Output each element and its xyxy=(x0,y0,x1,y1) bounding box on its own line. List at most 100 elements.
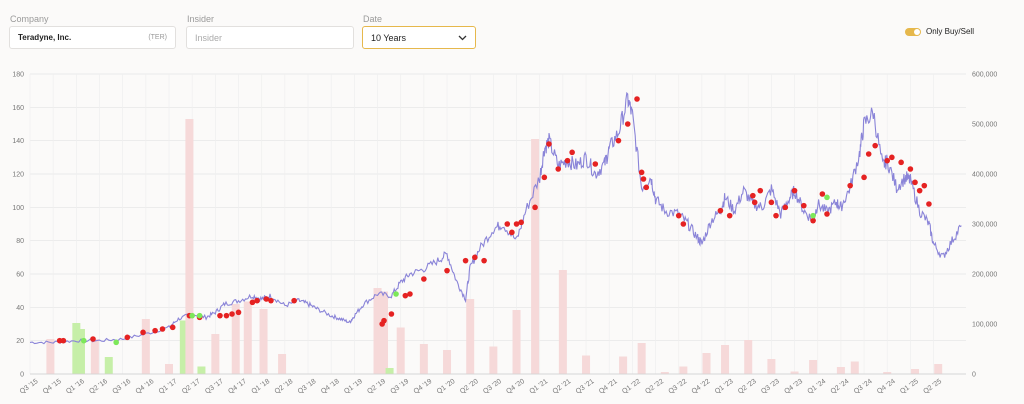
y-right-tick-label: 300,000 xyxy=(972,222,997,229)
sell-marker xyxy=(518,219,524,226)
sell-volume-bar xyxy=(443,350,452,374)
sell-marker xyxy=(884,157,891,164)
buy-volume-bar xyxy=(179,320,188,374)
x-tick-label: Q4 '16 xyxy=(135,378,156,395)
sell-marker xyxy=(634,96,640,102)
y-right-tick-label: 600,000 xyxy=(972,72,997,79)
sell-volume-bar xyxy=(619,356,628,374)
buy-marker xyxy=(810,212,816,219)
sell-volume-bar xyxy=(46,339,55,374)
sell-volume-bar xyxy=(141,319,150,374)
sell-marker xyxy=(249,299,256,306)
y-left-tick-label: 80 xyxy=(16,238,24,245)
y-right-tick-label: 100,000 xyxy=(972,322,997,329)
sell-marker xyxy=(504,221,511,227)
x-tick-label: Q1 '23 xyxy=(714,378,735,395)
sell-marker xyxy=(773,212,779,219)
sell-volume-bar xyxy=(259,309,268,374)
y-right-tick-label: 400,000 xyxy=(972,172,997,179)
date-label: Date xyxy=(363,14,383,24)
x-tick-label: Q1 '20 xyxy=(436,378,457,395)
sell-marker xyxy=(569,149,575,156)
sell-marker xyxy=(481,257,487,264)
sell-marker xyxy=(407,291,413,297)
buy-volume-bar xyxy=(385,368,394,374)
sell-volume-bar xyxy=(744,340,753,374)
buy-markers xyxy=(80,194,830,346)
sell-marker xyxy=(169,324,176,331)
buy-marker xyxy=(824,194,830,201)
x-tick-label: Q4 '20 xyxy=(505,378,526,395)
company-ticker: (TER) xyxy=(148,34,167,41)
sell-marker xyxy=(861,174,867,181)
sell-marker xyxy=(229,311,235,317)
x-tick-label: Q3 '19 xyxy=(389,378,410,395)
sell-marker xyxy=(472,254,478,261)
y-left-tick-label: 180 xyxy=(12,72,24,79)
insider-placeholder: Insider xyxy=(195,32,223,43)
sell-volume-bar xyxy=(767,359,776,374)
x-tick-label: Q4 '21 xyxy=(598,378,619,395)
y-left-tick-label: 160 xyxy=(12,105,24,112)
sell-marker xyxy=(824,211,830,217)
sell-marker xyxy=(532,204,538,211)
x-tick-label: Q2 '20 xyxy=(459,378,480,395)
sell-volume-bar xyxy=(243,301,252,374)
x-tick-label: Q3 '16 xyxy=(111,378,132,395)
sell-volume-bar xyxy=(850,361,859,374)
sell-marker xyxy=(60,337,67,344)
insider-label: Insider xyxy=(187,14,215,24)
sell-marker xyxy=(152,327,158,334)
sell-marker xyxy=(624,121,631,127)
y-right-tick-label: 0 xyxy=(972,372,976,379)
price-line xyxy=(29,91,962,345)
sell-volume-bar xyxy=(211,334,220,374)
sell-volume-bar xyxy=(231,304,240,374)
sell-marker xyxy=(889,154,895,161)
sell-volume-bar xyxy=(185,119,194,374)
only-buy-sell-toggle[interactable] xyxy=(904,27,921,36)
sell-marker xyxy=(223,312,230,319)
date-select[interactable]: 10 Years xyxy=(362,26,476,49)
sell-volume-bar xyxy=(380,291,389,374)
x-tick-label: Q2 '24 xyxy=(830,378,851,395)
x-tick-label: Q2 '18 xyxy=(274,378,295,395)
chevron-down-icon xyxy=(458,33,467,43)
sell-volume-bar xyxy=(531,139,540,374)
x-tick-label: Q2 '25 xyxy=(922,378,943,395)
sell-marker xyxy=(680,221,687,227)
sell-volume-bar xyxy=(90,339,99,374)
sell-marker xyxy=(916,187,923,194)
sell-marker xyxy=(801,202,807,209)
x-tick-label: Q3 '24 xyxy=(853,378,874,395)
company-field[interactable]: Teradyne, Inc. (TER) xyxy=(9,26,176,49)
x-tick-label: Q1 '24 xyxy=(806,378,827,395)
sell-marker xyxy=(254,297,260,304)
x-tick-label: Q4 '17 xyxy=(227,378,248,395)
sell-marker xyxy=(217,312,223,319)
x-tick-label: Q1 '19 xyxy=(343,378,364,395)
sell-marker xyxy=(388,311,395,317)
x-tick-label: Q3 '20 xyxy=(482,378,503,395)
date-value: 10 Years xyxy=(371,32,407,43)
x-tick-label: Q1 '17 xyxy=(158,378,179,395)
sell-volume-bar xyxy=(512,310,521,374)
volume-bars xyxy=(46,119,943,374)
buy-marker xyxy=(189,312,195,319)
x-tick-label: Q4 '24 xyxy=(876,378,897,395)
sell-marker xyxy=(555,166,562,172)
sell-volume-bar xyxy=(679,366,688,374)
x-tick-label: Q2 '23 xyxy=(737,378,758,395)
sell-marker xyxy=(726,212,733,219)
buy-marker xyxy=(80,337,87,344)
buy-volume-bar xyxy=(197,366,206,374)
sell-marker xyxy=(782,204,789,211)
sell-volume-bar xyxy=(721,345,730,374)
sell-marker xyxy=(444,267,450,274)
sell-volume-bar xyxy=(790,371,799,374)
insider-input[interactable]: Insider xyxy=(186,26,354,49)
sell-marker xyxy=(898,159,904,166)
sell-marker xyxy=(757,187,764,194)
x-tick-label: Q4 '23 xyxy=(783,378,804,395)
